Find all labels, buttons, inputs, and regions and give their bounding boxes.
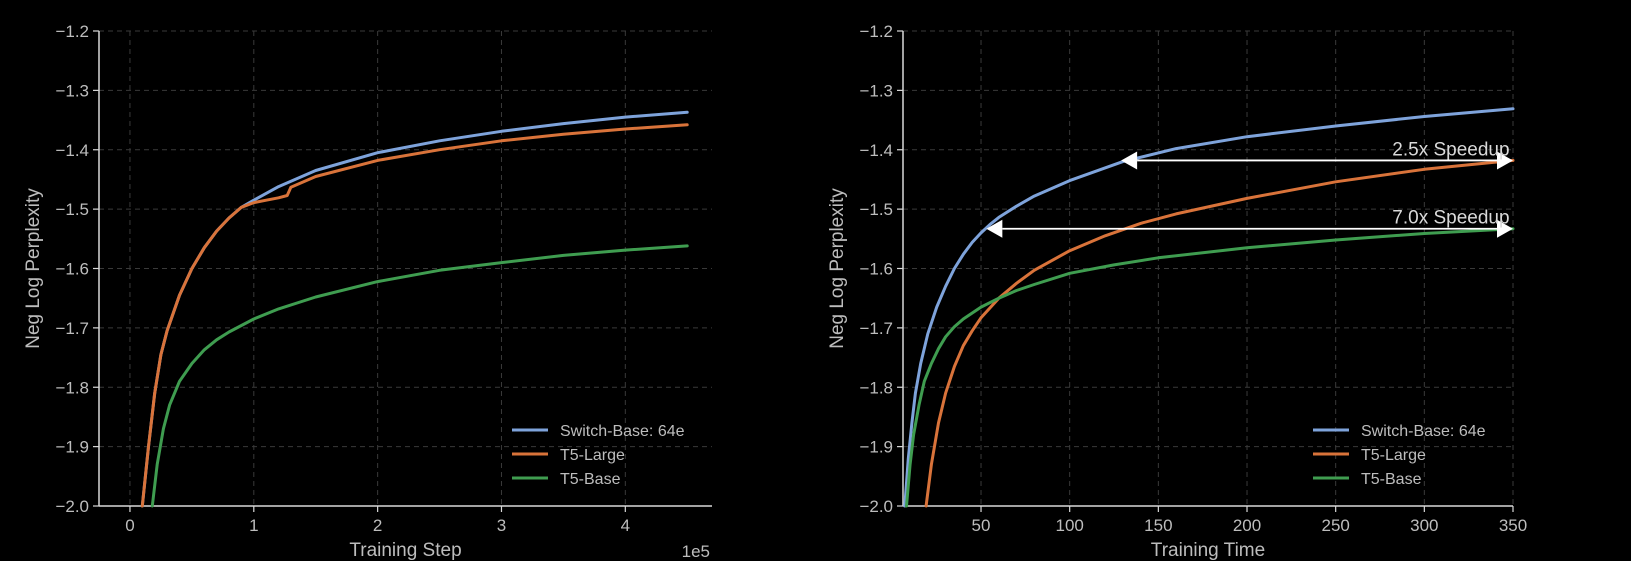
series-line-t5-base	[905, 227, 1515, 508]
legend-label: T5-Base	[560, 471, 621, 488]
legend-label: T5-Base	[1361, 471, 1422, 488]
legend-item: T5-Large	[512, 447, 625, 464]
y-tick-label: −1.6	[859, 260, 893, 279]
left-x-offset-text: 1e5	[682, 542, 710, 561]
x-tick-label: 200	[1233, 516, 1261, 535]
legend-item: T5-Base	[1313, 471, 1422, 488]
y-tick-label: −1.2	[55, 22, 89, 41]
legend-item: T5-Large	[1313, 447, 1426, 464]
y-tick-label: −2.0	[859, 497, 893, 516]
speedup-annotation: 2.5x Speedup	[1121, 139, 1513, 170]
series-line-t5-base	[150, 244, 689, 508]
y-tick-label: −1.7	[55, 319, 89, 338]
x-tick-label: 150	[1144, 516, 1172, 535]
legend-label: T5-Large	[1361, 447, 1426, 464]
right-x-axis-label: Training Time	[1151, 540, 1265, 561]
x-tick-label: 50	[972, 516, 991, 535]
y-tick-label: −1.2	[859, 22, 893, 41]
x-tick-label: 350	[1499, 516, 1527, 535]
speedup-label: 2.5x Speedup	[1392, 139, 1509, 160]
y-tick-label: −1.7	[859, 319, 893, 338]
arrow-head-left	[986, 219, 1003, 238]
series-line-t5-large	[140, 123, 689, 508]
legend-label: T5-Large	[560, 447, 625, 464]
legend-label: Switch-Base: 64e	[1361, 423, 1486, 440]
x-tick-label: 100	[1055, 516, 1083, 535]
legend-item: Switch-Base: 64e	[1313, 423, 1486, 440]
arrow-head-right	[1497, 151, 1513, 170]
legend-item: Switch-Base: 64e	[512, 423, 685, 440]
right-chart: −2.0 −1.9 −1.8 −1.7 −1.6 −1.5 −1.4 −1.3 −1.2 50 10…	[827, 22, 1527, 561]
right-legend: Switch-Base: 64e T5-Large T5-Base	[1313, 423, 1486, 488]
right-y-axis-label: Neg Log Perplexity	[827, 188, 848, 349]
x-tick-label: 1	[249, 516, 258, 535]
speedup-annotation: 7.0x Speedup	[986, 208, 1513, 238]
y-tick-label: −1.3	[859, 81, 893, 100]
arrow-head-left	[1121, 151, 1138, 170]
x-tick-label: 3	[497, 516, 506, 535]
speedup-label: 7.0x Speedup	[1392, 208, 1509, 229]
right-grid	[903, 30, 1514, 507]
left-y-axis-label: Neg Log Perplexity	[23, 188, 44, 349]
left-chart: −2.0 −1.9 −1.8 −1.7 −1.6 −1.5 −1.4 −1.3 −1.2 0 1 2 3…	[23, 22, 712, 561]
y-tick-label: −1.9	[55, 438, 89, 457]
y-tick-label: −1.4	[55, 141, 89, 160]
y-tick-label: −2.0	[55, 497, 89, 516]
x-tick-label: 250	[1321, 516, 1349, 535]
left-x-axis-label: Training Step	[349, 540, 461, 561]
x-tick-label: 0	[125, 516, 134, 535]
y-tick-label: −1.5	[859, 200, 893, 219]
series-line-switch-base-64e	[903, 107, 1515, 508]
x-tick-label: 4	[621, 516, 630, 535]
y-tick-label: −1.9	[859, 438, 893, 457]
y-tick-label: −1.8	[55, 378, 89, 397]
y-tick-label: −1.8	[859, 378, 893, 397]
y-tick-label: −1.4	[859, 141, 893, 160]
legend-label: Switch-Base: 64e	[560, 423, 685, 440]
left-legend: Switch-Base: 64e T5-Large T5-Base	[512, 423, 685, 488]
y-tick-label: −1.3	[55, 81, 89, 100]
x-tick-label: 300	[1410, 516, 1438, 535]
y-tick-label: −1.6	[55, 260, 89, 279]
legend-item: T5-Base	[512, 471, 621, 488]
y-tick-label: −1.5	[55, 200, 89, 219]
x-tick-label: 2	[373, 516, 382, 535]
series-line-t5-large	[924, 158, 1515, 508]
arrow-head-right	[1497, 219, 1513, 238]
